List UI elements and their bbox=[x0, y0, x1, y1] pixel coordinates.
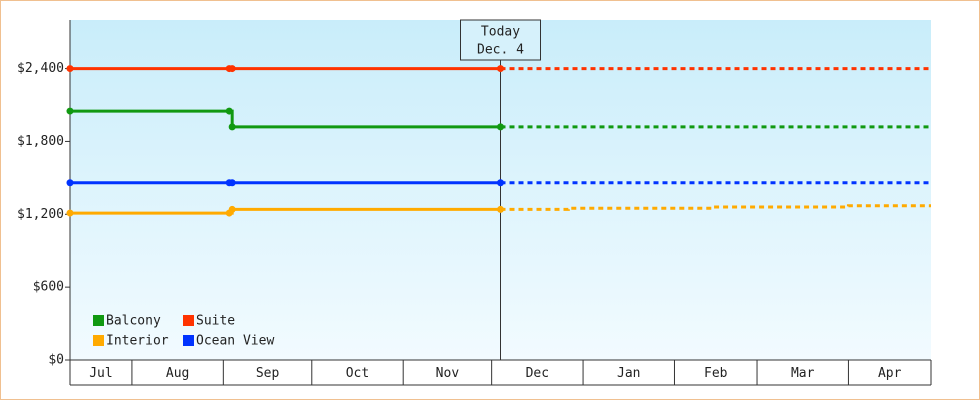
y-tick-label: $600 bbox=[33, 280, 64, 295]
x-tick-label: Mar bbox=[791, 366, 815, 381]
legend-swatch bbox=[183, 315, 194, 326]
x-tick-label: Dec bbox=[526, 366, 549, 381]
point bbox=[228, 205, 236, 213]
x-tick-label: Nov bbox=[436, 366, 460, 381]
point bbox=[66, 65, 74, 73]
today-box bbox=[460, 19, 541, 61]
point bbox=[497, 123, 504, 131]
point bbox=[66, 107, 74, 115]
point bbox=[497, 205, 504, 213]
today-label: Today bbox=[481, 25, 520, 40]
y-tick-label: $2,400 bbox=[17, 61, 64, 76]
legend-swatch bbox=[183, 335, 194, 346]
legend-swatch bbox=[93, 335, 104, 346]
legend-label: Ocean View bbox=[196, 334, 274, 349]
point bbox=[66, 209, 74, 217]
point bbox=[225, 107, 233, 115]
series-line-forecast bbox=[500, 204, 931, 211]
point bbox=[228, 179, 236, 187]
x-tick-label: Feb bbox=[704, 366, 728, 381]
x-tick-label: Aug bbox=[166, 366, 189, 381]
x-tick-label: Jul bbox=[89, 366, 112, 381]
legend-swatch bbox=[93, 315, 104, 326]
point bbox=[228, 65, 236, 73]
legend-label: Suite bbox=[196, 314, 235, 329]
point bbox=[497, 65, 504, 73]
legend-label: Balcony bbox=[106, 314, 161, 329]
today-label: Dec. 4 bbox=[477, 43, 524, 58]
x-tick-label: Jan bbox=[617, 366, 640, 381]
legend-label: Interior bbox=[106, 334, 169, 349]
x-tick-label: Oct bbox=[346, 366, 369, 381]
y-tick-label: $1,200 bbox=[17, 207, 64, 222]
x-tick-label: Sep bbox=[256, 366, 280, 381]
y-tick-label: $0 bbox=[48, 353, 64, 368]
y-tick-label: $1,800 bbox=[17, 134, 64, 149]
point bbox=[66, 179, 74, 187]
point bbox=[497, 179, 504, 187]
point bbox=[228, 123, 236, 131]
x-tick-label: Apr bbox=[878, 366, 902, 381]
